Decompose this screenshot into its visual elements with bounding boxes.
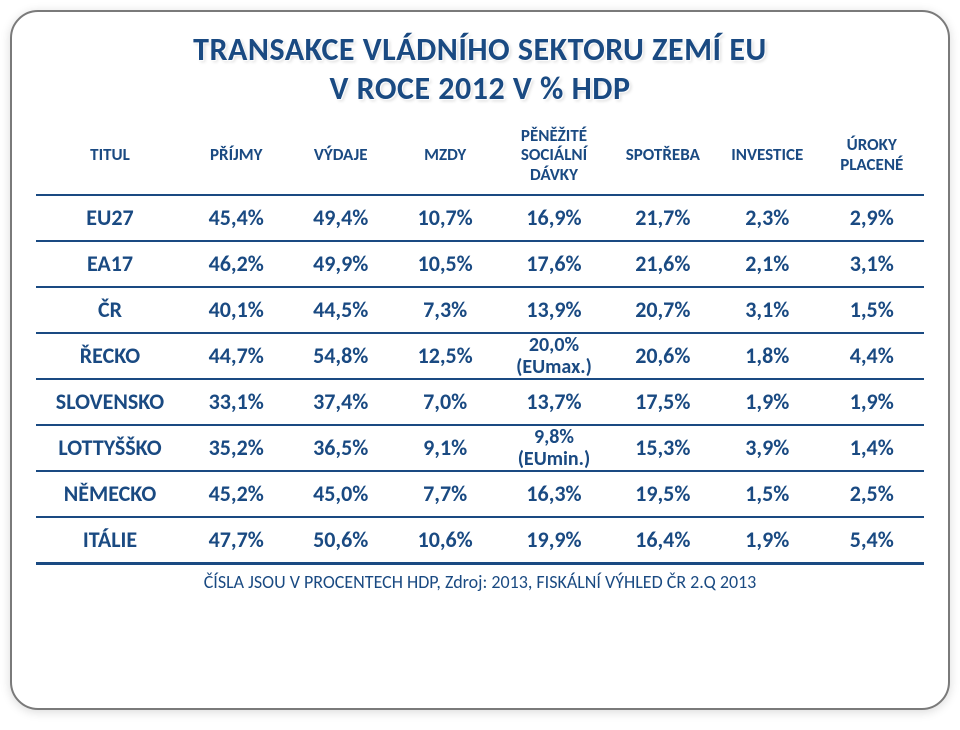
title-line-1: TRANSAKCE VLÁDNÍHO SEKTORU ZEMÍ EU [36, 30, 924, 69]
cell: 16,9% [497, 195, 610, 241]
cell: 10,5% [393, 241, 497, 287]
cell: 9,1% [393, 425, 497, 471]
cell: 35,2% [184, 425, 288, 471]
cell: 54,8% [288, 333, 392, 379]
row-label: LOTTYŠŠKO [36, 425, 184, 471]
cell: 21,6% [611, 241, 715, 287]
cell: 1,8% [715, 333, 819, 379]
cell: 2,9% [820, 195, 925, 241]
table-row: NĚMECKO45,2%45,0%7,7%16,3%19,5%1,5%2,5% [36, 471, 924, 517]
title-line-2: V ROCE 2012 V % HDP [36, 69, 924, 108]
cell: 1,9% [715, 379, 819, 425]
cell: 16,3% [497, 471, 610, 517]
cell: 20,0% (EUmax.) [497, 333, 610, 379]
cell: 50,6% [288, 517, 392, 564]
cell: 40,1% [184, 287, 288, 333]
cell: 33,1% [184, 379, 288, 425]
table-row: ŘECKO44,7%54,8%12,5%20,0% (EUmax.)20,6%1… [36, 333, 924, 379]
header-row: TITUL PŘÍJMY VÝDAJE MZDY PĚNĚŽITÉ SOCIÁL… [36, 116, 924, 195]
col-prijmy: PŘÍJMY [184, 116, 288, 195]
row-label: ITÁLIE [36, 517, 184, 564]
cell: 16,4% [611, 517, 715, 564]
cell: 20,6% [611, 333, 715, 379]
cell: 19,5% [611, 471, 715, 517]
cell: 2,1% [715, 241, 819, 287]
cell: 47,7% [184, 517, 288, 564]
cell: 7,0% [393, 379, 497, 425]
cell: 36,5% [288, 425, 392, 471]
data-table: TITUL PŘÍJMY VÝDAJE MZDY PĚNĚŽITÉ SOCIÁL… [36, 116, 924, 565]
cell: 1,9% [820, 379, 925, 425]
cell: 12,5% [393, 333, 497, 379]
title-block: TRANSAKCE VLÁDNÍHO SEKTORU ZEMÍ EU V ROC… [36, 30, 924, 108]
cell: 10,6% [393, 517, 497, 564]
row-label: NĚMECKO [36, 471, 184, 517]
col-uroky: ÚROKY PLACENÉ [820, 116, 925, 195]
table-header: TITUL PŘÍJMY VÝDAJE MZDY PĚNĚŽITÉ SOCIÁL… [36, 116, 924, 195]
cell: 45,2% [184, 471, 288, 517]
footer-note: ČÍSLA JSOU V PROCENTECH HDP, Zdroj: 2013… [36, 571, 924, 593]
col-spotreba: SPOTŘEBA [611, 116, 715, 195]
cell: 21,7% [611, 195, 715, 241]
cell: 2,3% [715, 195, 819, 241]
cell: 20,7% [611, 287, 715, 333]
cell: 37,4% [288, 379, 392, 425]
cell: 17,5% [611, 379, 715, 425]
cell: 44,5% [288, 287, 392, 333]
cell: 7,7% [393, 471, 497, 517]
col-davky: PĚNĚŽITÉ SOCIÁLNÍ DÁVKY [497, 116, 610, 195]
cell: 45,4% [184, 195, 288, 241]
cell: 46,2% [184, 241, 288, 287]
cell: 49,4% [288, 195, 392, 241]
cell: 2,5% [820, 471, 925, 517]
cell: 15,3% [611, 425, 715, 471]
cell: 3,9% [715, 425, 819, 471]
cell: 44,7% [184, 333, 288, 379]
cell: 3,1% [820, 241, 925, 287]
row-label: EU27 [36, 195, 184, 241]
cell: 5,4% [820, 517, 925, 564]
cell: 49,9% [288, 241, 392, 287]
cell: 4,4% [820, 333, 925, 379]
row-label: ŘECKO [36, 333, 184, 379]
row-label: SLOVENSKO [36, 379, 184, 425]
cell: 17,6% [497, 241, 610, 287]
table-row: EU2745,4%49,4%10,7%16,9%21,7%2,3%2,9% [36, 195, 924, 241]
slide-frame: TRANSAKCE VLÁDNÍHO SEKTORU ZEMÍ EU V ROC… [10, 10, 950, 710]
cell: 13,9% [497, 287, 610, 333]
cell: 3,1% [715, 287, 819, 333]
cell: 7,3% [393, 287, 497, 333]
col-mzdy: MZDY [393, 116, 497, 195]
table-row: EA1746,2%49,9%10,5%17,6%21,6%2,1%3,1% [36, 241, 924, 287]
table-row: LOTTYŠŠKO35,2%36,5%9,1%9,8% (EUmin.)15,3… [36, 425, 924, 471]
table-body: EU2745,4%49,4%10,7%16,9%21,7%2,3%2,9%EA1… [36, 195, 924, 564]
cell: 10,7% [393, 195, 497, 241]
cell: 1,4% [820, 425, 925, 471]
col-vydaje: VÝDAJE [288, 116, 392, 195]
table-row: ČR40,1%44,5%7,3%13,9%20,7%3,1%1,5% [36, 287, 924, 333]
cell: 1,5% [820, 287, 925, 333]
cell: 1,5% [715, 471, 819, 517]
cell: 1,9% [715, 517, 819, 564]
cell: 9,8% (EUmin.) [497, 425, 610, 471]
col-titul: TITUL [36, 116, 184, 195]
cell: 45,0% [288, 471, 392, 517]
cell: 13,7% [497, 379, 610, 425]
table-row: SLOVENSKO33,1%37,4%7,0%13,7%17,5%1,9%1,9… [36, 379, 924, 425]
col-investice: INVESTICE [715, 116, 819, 195]
cell: 19,9% [497, 517, 610, 564]
table-row: ITÁLIE47,7%50,6%10,6%19,9%16,4%1,9%5,4% [36, 517, 924, 564]
row-label: EA17 [36, 241, 184, 287]
row-label: ČR [36, 287, 184, 333]
